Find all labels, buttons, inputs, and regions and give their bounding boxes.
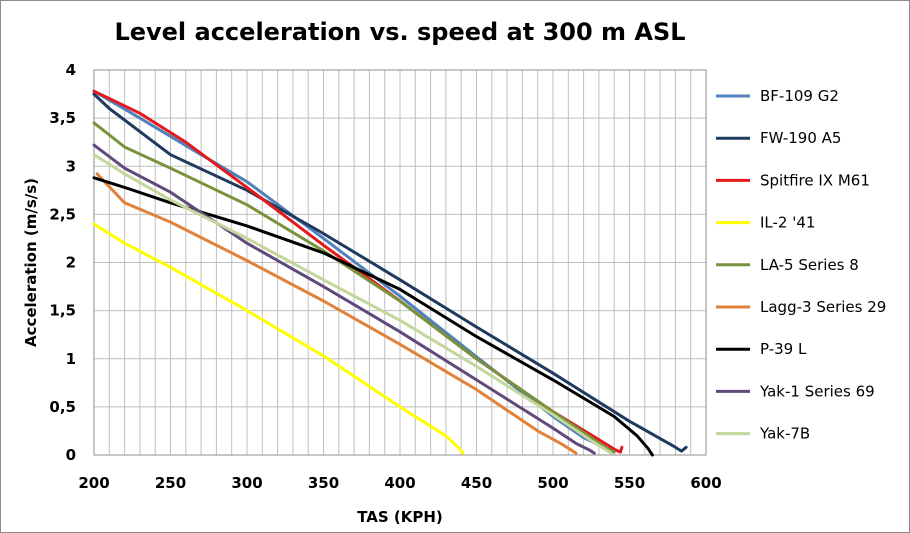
x-axis-ticks: 200 250 300 350 400 450 500 550 600 [78, 474, 721, 492]
series-line-3 [92, 222, 465, 455]
legend-label-1: FW-190 A5 [760, 129, 841, 147]
grid-lines [93, 69, 707, 456]
y-tick-label: 4 [66, 61, 76, 79]
x-tick-label: 300 [231, 474, 262, 492]
x-tick-label: 250 [155, 474, 186, 492]
legend-label-8: Yak-7B [759, 425, 810, 443]
series-line-2 [92, 89, 624, 454]
x-tick-label: 550 [614, 474, 645, 492]
x-tick-label: 200 [78, 474, 109, 492]
legend-label-2: Spitfire IX M61 [760, 171, 870, 189]
y-tick-label: 3,5 [49, 109, 76, 127]
series-line-6 [92, 176, 654, 457]
series-lines [92, 89, 688, 457]
y-axis-ticks: 0 0,5 1 1,5 2 2,5 3 3,5 4 [49, 61, 76, 464]
legend-label-0: BF-109 G2 [760, 87, 839, 105]
chart-title: Level acceleration vs. speed at 300 m AS… [114, 18, 686, 46]
x-tick-label: 450 [461, 474, 492, 492]
legend-label-6: P-39 L [760, 340, 807, 358]
y-tick-label: 2 [66, 254, 76, 272]
y-tick-label: 2,5 [49, 205, 76, 223]
y-tick-label: 1,5 [49, 302, 76, 320]
x-axis-label: TAS (KPH) [357, 508, 443, 526]
legend-label-5: Lagg-3 Series 29 [760, 298, 886, 316]
y-tick-label: 0,5 [49, 398, 76, 416]
x-tick-label: 350 [308, 474, 339, 492]
x-tick-label: 500 [537, 474, 568, 492]
y-tick-label: 0 [66, 446, 76, 464]
legend-label-3: IL-2 '41 [760, 214, 815, 232]
series-line-8 [92, 153, 613, 455]
legend: BF-109 G2 FW-190 A5 Spitfire IX M61 IL-2 '4… [716, 87, 886, 443]
y-axis-label: Acceleration (m/s/s) [22, 178, 40, 347]
x-tick-label: 400 [384, 474, 415, 492]
y-tick-label: 1 [66, 350, 76, 368]
x-tick-label: 600 [690, 474, 721, 492]
y-tick-label: 3 [66, 157, 76, 175]
legend-label-4: LA-5 Series 8 [760, 256, 859, 274]
series-line-1 [92, 92, 688, 453]
series-line-5 [95, 172, 578, 455]
series-line-4 [92, 121, 616, 454]
plot-area-border [93, 69, 707, 456]
series-line-7 [92, 143, 596, 455]
legend-label-7: Yak-1 Series 69 [759, 382, 875, 400]
